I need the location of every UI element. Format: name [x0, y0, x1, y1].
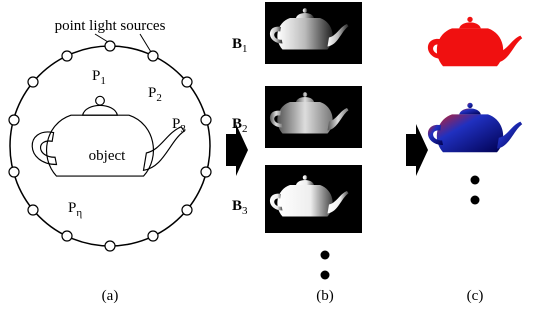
caption: (a) [102, 288, 119, 304]
leader-line [140, 34, 151, 52]
ellipsis-dot [321, 271, 330, 280]
caption: (b) [316, 288, 334, 304]
arrow [406, 124, 428, 176]
light-label: Pη [68, 200, 82, 219]
image-label: B1 [232, 36, 248, 55]
panel-c: (c) [428, 17, 522, 304]
ellipsis-dot [321, 251, 330, 260]
teapot-red [428, 17, 522, 67]
figure: point light sources P1 P2 P3 Pη object (… [0, 0, 535, 320]
light-points [9, 41, 211, 251]
light-label: P1 [92, 68, 106, 87]
ellipsis-dot [471, 196, 480, 205]
object-outline [32, 96, 184, 176]
caption: (c) [467, 288, 484, 304]
object-label: object [89, 148, 126, 164]
panel-b: B1 B2 B3 (b) [232, 2, 362, 304]
panel-a: point light sources P1 P2 P3 Pη object (… [9, 18, 211, 304]
ellipsis-dot [471, 176, 480, 185]
leader-line [95, 34, 108, 42]
light-label: P3 [172, 116, 186, 135]
light-label: P2 [148, 85, 162, 104]
teapot-blue [428, 103, 522, 153]
heading: point light sources [55, 18, 166, 34]
light-ring [10, 46, 210, 246]
image-label: B3 [232, 198, 248, 217]
